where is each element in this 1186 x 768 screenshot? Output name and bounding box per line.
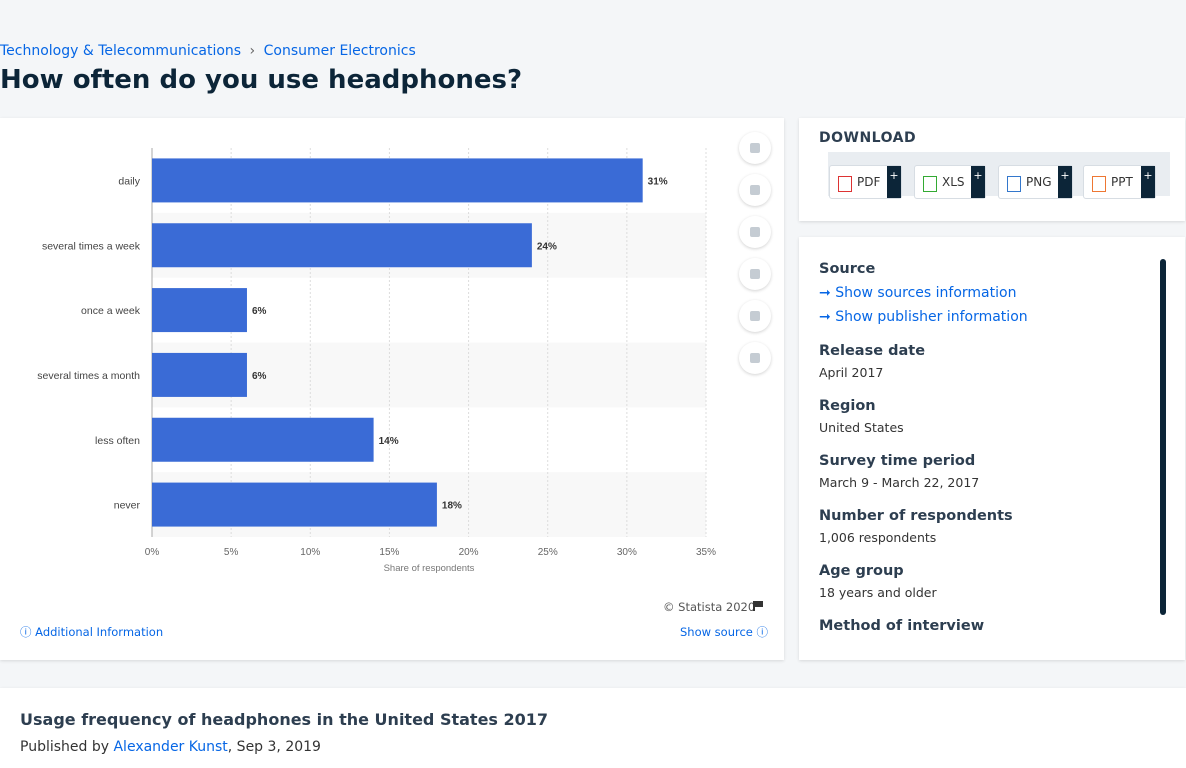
download-plus: + bbox=[1141, 166, 1155, 198]
show-source[interactable]: Show source ⓘ bbox=[680, 625, 769, 639]
download-label: PPT bbox=[1111, 175, 1133, 189]
file-icon bbox=[1007, 176, 1021, 192]
flag-icon[interactable] bbox=[753, 601, 764, 611]
data-label: 14% bbox=[379, 436, 399, 447]
breadcrumb-separator: › bbox=[249, 43, 256, 59]
show-source-text[interactable]: Show source bbox=[680, 625, 753, 639]
published-line: Published by Alexander Kunst, Sep 3, 201… bbox=[20, 739, 321, 755]
category-label: several times a month bbox=[37, 370, 140, 382]
page-title: How often do you use headphones? bbox=[0, 65, 523, 95]
scrollbar-track bbox=[1160, 259, 1166, 615]
download-plus: + bbox=[971, 166, 985, 198]
share-button[interactable] bbox=[739, 258, 771, 290]
detail-value: April 2017 bbox=[819, 365, 884, 380]
source-label: Source bbox=[819, 261, 876, 277]
detail-value: United States bbox=[819, 420, 904, 435]
detail-label: Method of interview bbox=[819, 618, 985, 634]
breadcrumb-link[interactable]: Consumer Electronics bbox=[263, 43, 416, 59]
category-label: less often bbox=[95, 435, 140, 447]
footer-card: Usage frequency of headphones in the Uni… bbox=[0, 688, 1186, 768]
data-label: 18% bbox=[442, 501, 462, 512]
detail-label: Age group bbox=[819, 563, 904, 579]
category-label: daily bbox=[118, 175, 140, 187]
x-tick-label: 20% bbox=[459, 547, 479, 558]
author-link[interactable]: Alexander Kunst bbox=[113, 739, 228, 755]
download-button[interactable]: PPT + bbox=[1083, 165, 1156, 199]
detail-label: Release date bbox=[819, 343, 926, 359]
credit: © Statista 2020 bbox=[663, 600, 756, 614]
favorite-button[interactable] bbox=[739, 132, 771, 164]
x-tick-label: 5% bbox=[224, 547, 239, 558]
detail-label: Region bbox=[819, 398, 876, 414]
x-tick-label: 25% bbox=[538, 547, 558, 558]
x-tick-label: 30% bbox=[617, 547, 637, 558]
details-card: Source ➞ Show sources information ➞ Show… bbox=[799, 237, 1185, 660]
footer-title: Usage frequency of headphones in the Uni… bbox=[20, 710, 549, 729]
alert-button[interactable] bbox=[739, 174, 771, 206]
detail-value: March 9 - March 22, 2017 bbox=[819, 475, 980, 490]
source-link[interactable]: ➞ Show sources information bbox=[819, 285, 1017, 301]
chart-card: 0% 5% 10% 15% 20% 25% 30% 35% Share of responden… bbox=[0, 118, 784, 660]
category-label: never bbox=[114, 500, 141, 512]
file-icon bbox=[1092, 176, 1106, 192]
additional-info[interactable]: ⓘ Additional Information bbox=[20, 625, 164, 639]
detail-label: Number of respondents bbox=[819, 508, 1013, 524]
bar bbox=[152, 223, 532, 268]
download-button[interactable]: PDF + bbox=[829, 165, 902, 199]
detail-value: 1,006 respondents bbox=[819, 530, 937, 545]
category-label: once a week bbox=[81, 305, 141, 317]
download-plus: + bbox=[887, 166, 901, 198]
download-title: DOWNLOAD bbox=[819, 130, 917, 146]
data-label: 6% bbox=[252, 371, 267, 382]
data-label: 6% bbox=[252, 306, 267, 317]
category-label: several times a week bbox=[42, 240, 141, 252]
additional-info-text[interactable]: Additional Information bbox=[35, 625, 164, 639]
file-icon bbox=[838, 176, 852, 192]
publisher-link[interactable]: ➞ Show publisher information bbox=[819, 309, 1028, 325]
download-button[interactable]: XLS + bbox=[914, 165, 986, 199]
publisher-link-text[interactable]: Show publisher information bbox=[835, 309, 1028, 325]
breadcrumb-link[interactable]: Technology & Telecommunications bbox=[0, 43, 242, 59]
publish-date: , Sep 3, 2019 bbox=[227, 739, 321, 755]
bar bbox=[152, 482, 437, 527]
download-label: PDF bbox=[857, 175, 881, 189]
published-prefix: Published by bbox=[20, 739, 110, 755]
bar bbox=[152, 352, 247, 397]
x-tick-label: 35% bbox=[696, 547, 716, 558]
chart: 0% 5% 10% 15% 20% 25% 30% 35% Share of responden… bbox=[37, 148, 716, 574]
data-label: 31% bbox=[648, 176, 668, 187]
download-label: XLS bbox=[942, 175, 965, 189]
download-plus: + bbox=[1058, 166, 1072, 198]
bar bbox=[152, 417, 374, 462]
file-icon bbox=[923, 176, 937, 192]
data-label: 24% bbox=[537, 241, 557, 252]
source-link-text[interactable]: Show sources information bbox=[835, 285, 1017, 301]
detail-label: Survey time period bbox=[819, 453, 976, 469]
bar bbox=[152, 288, 247, 333]
x-axis-label: Share of respondents bbox=[384, 563, 475, 574]
breadcrumb: Technology & Telecommunications › Consum… bbox=[0, 43, 416, 59]
download-label: PNG bbox=[1026, 175, 1052, 189]
download-button[interactable]: PNG + bbox=[998, 165, 1073, 199]
x-tick-label: 15% bbox=[379, 547, 399, 558]
x-tick-label: 10% bbox=[300, 547, 320, 558]
x-tick-label: 0% bbox=[145, 547, 160, 558]
print-button[interactable] bbox=[739, 342, 771, 374]
cite-button[interactable] bbox=[739, 300, 771, 332]
settings-button[interactable] bbox=[739, 216, 771, 248]
detail-value: 18 years and older bbox=[819, 585, 937, 600]
bar bbox=[152, 158, 643, 203]
